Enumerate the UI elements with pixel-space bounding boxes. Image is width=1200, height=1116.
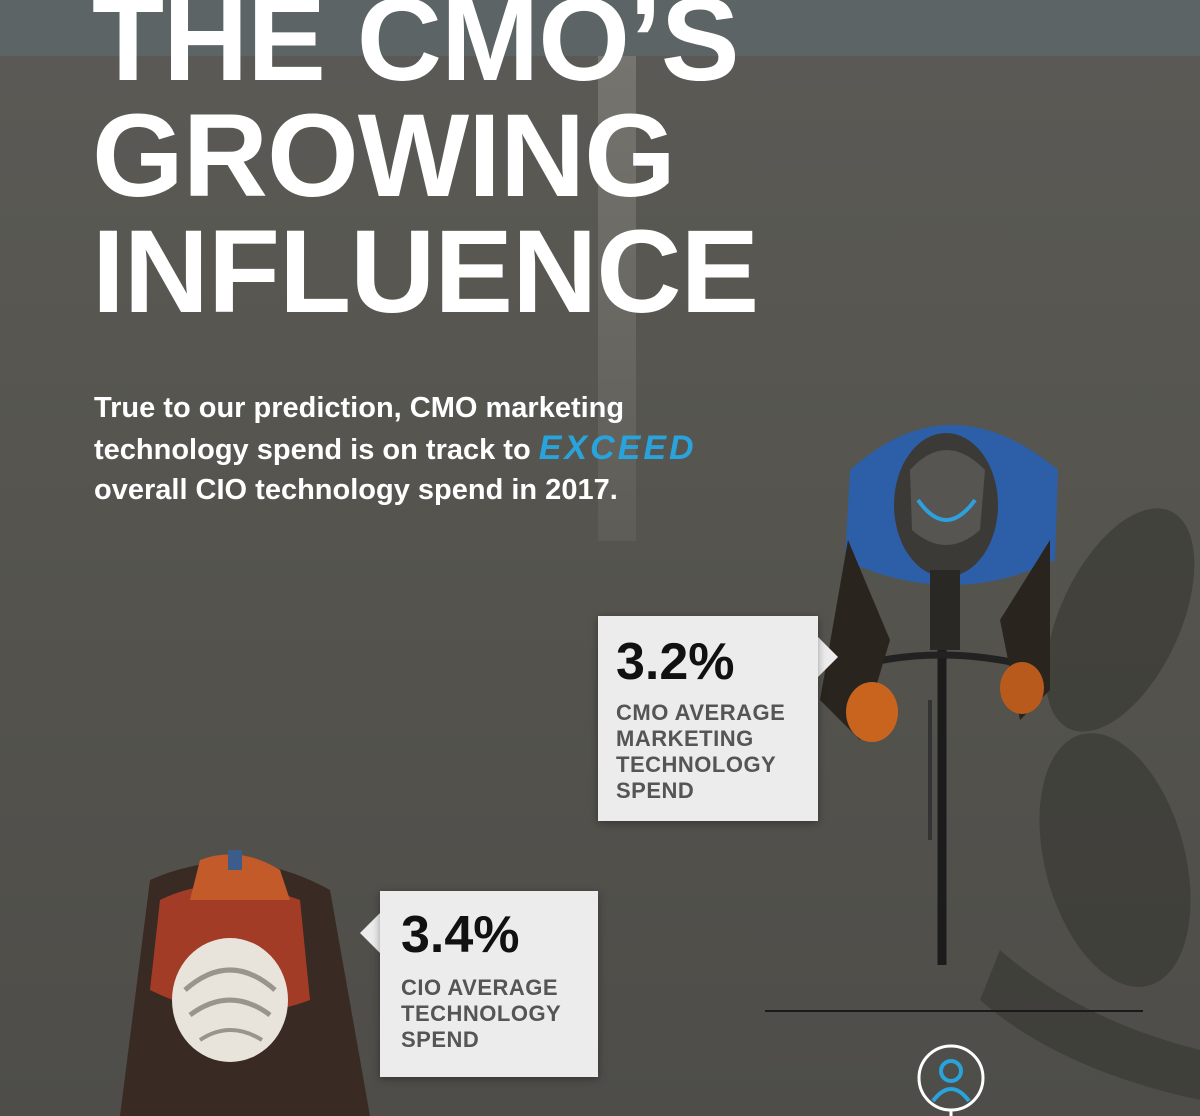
title-line-3: INFLUENCE	[92, 206, 759, 338]
cio-stat-value: 3.4%	[401, 906, 520, 964]
cyclist-shadow-icon	[980, 508, 1200, 1100]
cyclist-red-jersey-icon	[120, 850, 370, 1116]
cmo-stat-value: 3.2%	[616, 633, 735, 691]
intro-highlight: EXCEED	[538, 429, 697, 467]
cio-callout-pointer	[360, 913, 380, 953]
cyclist-blue-jersey-icon	[820, 425, 1058, 965]
top-band	[0, 0, 1200, 56]
section-divider	[765, 1010, 1143, 1012]
cmo-stat-card: 3.2% CMO AVERAGE MARKETING TECHNOLOGY SP…	[598, 616, 818, 821]
cio-stat-label: CIO AVERAGE TECHNOLOGY SPEND	[401, 975, 562, 1052]
page-title: THE CMO’S GROWING INFLUENCE	[92, 0, 759, 338]
cmo-stat-label: CMO AVERAGE MARKETING TECHNOLOGY SPEND	[616, 700, 786, 803]
intro-text: True to our prediction, CMO marketing te…	[94, 388, 734, 510]
cmo-callout-pointer	[818, 637, 838, 677]
person-icon	[917, 1044, 985, 1116]
intro-part-1: True to our prediction, CMO marketing te…	[94, 392, 625, 466]
road-marking	[598, 56, 636, 541]
title-line-2: GROWING	[92, 90, 676, 222]
title-line-1: THE CMO’S	[92, 0, 740, 106]
intro-part-2: overall CIO technology spend in 2017.	[94, 474, 618, 506]
cio-stat-card: 3.4% CIO AVERAGE TECHNOLOGY SPEND	[380, 891, 598, 1077]
